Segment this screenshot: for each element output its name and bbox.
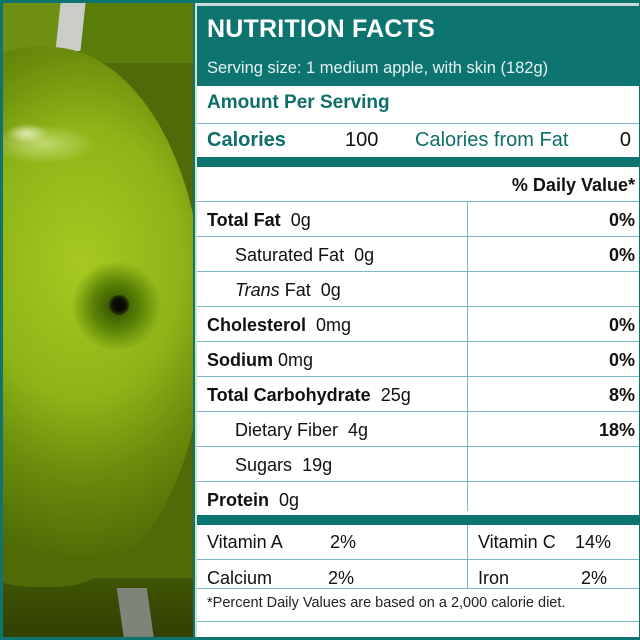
nutrient-dv: 0% — [608, 350, 635, 370]
nutrient-row-total-fat: Total Fat 0g 0% — [197, 202, 639, 237]
nutrient-row-dietary-fiber: Dietary Fiber 4g 18% — [197, 412, 639, 447]
vitamin-value: 2% — [330, 532, 357, 552]
serving-size: Serving size: 1 medium apple, with skin … — [207, 59, 549, 77]
nutrient-row-sugars: Sugars 19g — [197, 447, 639, 482]
nutrient-amount: 4g — [348, 420, 369, 440]
apple-background — [81, 3, 193, 63]
daily-value-header-row: % Daily Value* — [197, 167, 639, 202]
nutrient-name: Total Fat — [207, 210, 281, 230]
apple-background — [3, 578, 193, 637]
nutrient-dv: 18% — [598, 420, 635, 440]
vitamin-name: Vitamin A — [207, 532, 283, 552]
nutrient-name: Protein — [207, 490, 270, 510]
nutrient-row-protein: Protein 0g — [197, 482, 639, 516]
calories-from-fat-value: 0 — [619, 129, 631, 151]
nutrient-row-total-carbohydrate: Total Carbohydrate 25g 8% — [197, 377, 639, 412]
nutrient-name: Dietary Fiber — [235, 420, 339, 440]
nutrient-dv: 0% — [608, 245, 635, 265]
nutrient-amount: 25g — [380, 385, 411, 405]
vitamin-name: Vitamin C — [478, 532, 556, 552]
nutrition-facts-panel: NUTRITION FACTS Serving size: 1 medium a… — [195, 3, 639, 637]
column-divider — [467, 525, 468, 588]
vitamin-name: Iron — [478, 568, 510, 588]
vitamin-value: 2% — [328, 568, 355, 588]
nutrient-amount: 0g — [354, 245, 375, 265]
footnote-row: *Percent Daily Values are based on a 2,0… — [197, 588, 639, 622]
nutrient-dv: 8% — [608, 385, 635, 405]
apple — [3, 47, 193, 587]
nutrient-row-sodium: Sodium 0mg 0% — [197, 342, 639, 377]
divider-bar — [197, 157, 639, 167]
green-apple-photo — [3, 3, 193, 637]
apple-stem-cavity — [109, 295, 129, 315]
nutrient-name: Total Carbohydrate — [207, 385, 371, 405]
daily-value-header: % Daily Value* — [511, 175, 635, 195]
nutrient-amount: 19g — [302, 455, 333, 475]
amount-per-serving-row: Amount Per Serving — [197, 83, 639, 124]
calories-from-fat-label: Calories from Fat — [415, 129, 569, 151]
vitamin-row: Vitamin A 2% Vitamin C 14% — [197, 525, 639, 560]
divider-bar — [197, 515, 639, 525]
nutrient-row-saturated-fat: Saturated Fat 0g 0% — [197, 237, 639, 272]
nutrient-name: Sugars — [235, 455, 293, 475]
nutrient-name: Fat — [284, 280, 311, 300]
label-header: NUTRITION FACTS Serving size: 1 medium a… — [197, 3, 639, 86]
vitamin-value: 14% — [575, 532, 612, 552]
footnote: *Percent Daily Values are based on a 2,0… — [207, 595, 566, 611]
nutrient-row-cholesterol: Cholesterol 0mg 0% — [197, 307, 639, 342]
nutrient-dv: 0% — [608, 210, 635, 230]
background-gap — [55, 3, 86, 51]
vitamin-value: 2% — [581, 568, 608, 588]
calories-row: Calories 100 Calories from Fat 0 — [197, 124, 639, 157]
nutrient-name-italic: Trans — [235, 280, 280, 300]
amount-per-serving: Amount Per Serving — [207, 92, 390, 113]
nutrient-name: Saturated Fat — [235, 245, 345, 265]
nutrient-amount: 0g — [290, 210, 311, 230]
column-divider — [467, 202, 468, 511]
vitamin-name: Calcium — [207, 568, 273, 588]
nutrient-name: Cholesterol — [207, 315, 307, 335]
calories-label: Calories — [207, 129, 286, 151]
nutrient-row-trans-fat: Trans Fat 0g — [197, 272, 639, 307]
vitamin-row: Calcium 2% Iron 2% — [197, 560, 639, 589]
calories-value: 100 — [345, 129, 379, 151]
nutrient-name: Sodium — [207, 350, 273, 370]
nutrient-amount: 0mg — [316, 315, 352, 335]
label-title: NUTRITION FACTS — [207, 15, 435, 43]
nutrient-amount: 0g — [320, 280, 341, 300]
nutrient-dv: 0% — [608, 315, 635, 335]
nutrient-amount: 0mg — [278, 350, 314, 370]
nutrient-amount: 0g — [279, 490, 300, 510]
